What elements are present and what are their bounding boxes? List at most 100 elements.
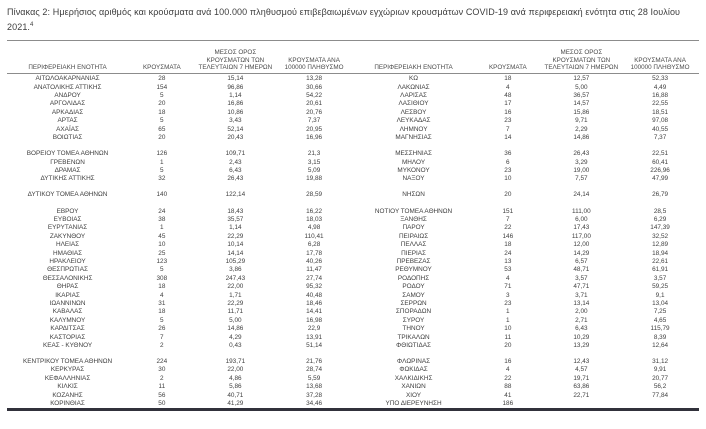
- per100k-cell: 3,57: [653, 274, 667, 282]
- cases-cell: 88: [504, 383, 512, 391]
- footnote-marker: 4: [30, 21, 34, 28]
- table-row: ΠΙΕΡΙΑΣ 24 14,29 18,94: [353, 249, 699, 257]
- table-row: ΧΑΛΚΙΔΙΚΗΣ 22 19,71 20,77: [353, 375, 699, 383]
- table-row: ΛΕΥΚΑΔΑΣ 23 9,71 97,08: [353, 117, 699, 125]
- avg7-cell: 26,43: [227, 175, 244, 183]
- table-row: ΑΙΤΩΛΟΑΚΑΡΝΑΝΙΑΣ 28 15,14 13,28: [7, 75, 353, 83]
- per100k-cell: 11,47: [306, 266, 322, 274]
- region-cell: ΦΩΚΙΔΑΣ: [399, 366, 428, 374]
- region-cell: ΛΕΣΒΟΥ: [400, 108, 427, 116]
- per100k-cell: 7,25: [653, 308, 667, 316]
- per100k-cell: 52,33: [652, 75, 669, 83]
- per100k-cell: 95,32: [306, 283, 323, 291]
- cases-cell: 30: [158, 366, 166, 374]
- avg7-cell: 10,29: [573, 333, 590, 341]
- region-cell: ΠΙΕΡΙΑΣ: [401, 249, 426, 257]
- per100k-cell: 5,59: [307, 374, 321, 382]
- table-row: ΥΠΟ ΔΙΕΡΕΥΝΗΣΗ 186: [353, 400, 699, 408]
- table-row: ΧΑΝΙΩΝ 88 63,86 56,2: [353, 383, 699, 391]
- region-cell: ΒΟΡΕΙΟΥ ΤΟΜΕΑ ΑΘΗΝΩΝ: [26, 150, 109, 158]
- per100k-cell: 9,1: [655, 291, 665, 299]
- avg7-cell: 12,57: [573, 75, 590, 83]
- per100k-cell: 28,74: [306, 366, 323, 374]
- avg7-cell: 122,14: [225, 191, 246, 199]
- table-row: ΑΝΑΤΟΛΙΚΗΣ ΑΤΤΙΚΗΣ 154 96,86 30,66: [7, 83, 353, 91]
- table-row: ΑΧΑΪΑΣ 65 52,14 20,95: [7, 125, 353, 133]
- table-row: ΠΡΕΒΕΖΑΣ 13 6,57 22,61: [353, 258, 699, 266]
- table-row: ΑΡΓΟΛΙΔΑΣ 20 16,86 20,61: [7, 100, 353, 108]
- table-row: ΜΗΛΟΥ 6 3,29 60,41: [353, 158, 699, 166]
- region-cell: ΠΡΕΒΕΖΑΣ: [396, 258, 431, 265]
- region-cell: ΚΕΑΣ - ΚΥΘΝΟΥ: [42, 341, 93, 349]
- per100k-cell: 37,28: [306, 391, 323, 399]
- cases-cell: 10: [504, 175, 512, 183]
- per100k-cell: 40,55: [652, 125, 669, 133]
- region-cell: ΔΡΑΜΑΣ: [54, 166, 81, 174]
- per100k-cell: 6,28: [307, 241, 321, 249]
- region-cell: ΛΑΡΙΣΑΣ: [400, 91, 427, 99]
- cases-cell: 18: [158, 283, 166, 291]
- avg7-cell: 11,71: [227, 308, 244, 316]
- region-cell: ΚΑΒΑΛΑΣ: [52, 308, 83, 316]
- spacer-row: [7, 350, 353, 358]
- cases-cell: 123: [156, 258, 168, 265]
- per100k-cell: 4,65: [653, 316, 667, 324]
- cases-cell: 32: [158, 175, 166, 183]
- cases-cell: 7: [506, 216, 510, 224]
- region-cell: ΚΩ: [409, 75, 419, 83]
- cases-cell: 23: [504, 117, 512, 125]
- table-row: ΜΥΚΟΝΟΥ 23 19,00 226,96: [353, 167, 699, 175]
- cases-cell: 71: [504, 283, 512, 291]
- region-cell: ΑΡΤΑΣ: [57, 117, 78, 125]
- region-cell: ΚΟΡΙΝΘΙΑΣ: [50, 400, 85, 408]
- per100k-cell: 28,5: [653, 207, 667, 215]
- region-cell: ΜΑΓΝΗΣΙΑΣ: [395, 133, 432, 141]
- table-row: ΚΑΡΔΙΤΣΑΣ 26 14,86 22,9: [7, 325, 353, 333]
- cases-cell: 126: [156, 150, 168, 158]
- avg7-cell: 47,71: [573, 283, 590, 291]
- avg7-cell: 14,86: [573, 133, 590, 141]
- cases-cell: 5: [160, 316, 164, 324]
- avg7-cell: 12,43: [573, 358, 590, 366]
- column-header-per100k: ΚΡΟΥΣΜΑΤΑ ΑΝΑ 100000 ΠΛΗΘΥΣΜΟ: [630, 56, 690, 71]
- cases-cell: 24: [158, 207, 166, 215]
- per100k-cell: 110,41: [304, 232, 324, 240]
- table-row: ΡΟΔΟΠΗΣ 4 3,57 3,57: [353, 275, 699, 283]
- per100k-cell: 30,66: [306, 83, 323, 91]
- region-cell: ΡΕΘΥΜΝΟΥ: [395, 266, 432, 274]
- table-row: ΕΥΡΥΤΑΝΙΑΣ 1 1,14 4,98: [7, 224, 353, 232]
- table-row: ΛΑΡΙΣΑΣ 48 36,57 16,88: [353, 92, 699, 100]
- region-cell: ΧΑΝΙΩΝ: [401, 383, 426, 391]
- cases-cell: 6: [506, 158, 510, 166]
- region-cell: ΕΥΡΥΤΑΝΙΑΣ: [47, 224, 88, 232]
- per100k-cell: 19,88: [306, 175, 323, 183]
- region-cell: ΗΡΑΚΛΕΙΟΥ: [49, 258, 86, 265]
- spacer-row: [7, 183, 353, 191]
- region-cell: ΤΡΙΚΑΛΩΝ: [397, 333, 430, 341]
- column-header-region: ΠΕΡΙΦΕΡΕΙΑΚΗ ΕΝΟΤΗΤΑ: [28, 63, 107, 71]
- table-row: ΣΑΜΟΥ 3 3,71 9,1: [353, 291, 699, 299]
- table-row: ΦΩΚΙΔΑΣ 4 4,57 9,91: [353, 366, 699, 374]
- avg7-cell: 3,43: [229, 117, 242, 125]
- cases-cell: 146: [502, 232, 514, 240]
- table-row: ΜΕΣΣΗΝΙΑΣ 36 26,43 22,51: [353, 150, 699, 158]
- per100k-cell: 7,37: [653, 133, 667, 141]
- per100k-cell: 21,3: [307, 150, 321, 158]
- avg7-cell: 20,43: [227, 133, 244, 141]
- region-cell: ΠΑΡΟΥ: [402, 224, 425, 232]
- cases-cell: 25: [158, 249, 166, 257]
- cases-cell: 20: [504, 191, 512, 199]
- per100k-cell: 16,88: [652, 91, 669, 99]
- cases-cell: 53: [504, 266, 512, 274]
- avg7-cell: 2,00: [575, 308, 588, 316]
- region-cell: ΥΠΟ ΔΙΕΡΕΥΝΗΣΗ: [385, 400, 442, 408]
- table-row: ΘΕΣΠΡΩΤΙΑΣ 5 3,86 11,47: [7, 266, 353, 274]
- region-cell: ΑΧΑΪΑΣ: [56, 125, 79, 133]
- cases-cell: 7: [160, 333, 164, 341]
- cases-cell: 11: [158, 383, 166, 391]
- table-row: ΛΑΚΩΝΙΑΣ 4 5,00 4,49: [353, 83, 699, 91]
- table-row: ΗΡΑΚΛΕΙΟΥ 123 105,29 40,26: [7, 258, 353, 266]
- cases-cell: 65: [158, 125, 166, 133]
- table-row: ΞΑΝΘΗΣ 7 6,00 6,29: [353, 216, 699, 224]
- region-cell: ΤΗΝΟΥ: [402, 325, 425, 333]
